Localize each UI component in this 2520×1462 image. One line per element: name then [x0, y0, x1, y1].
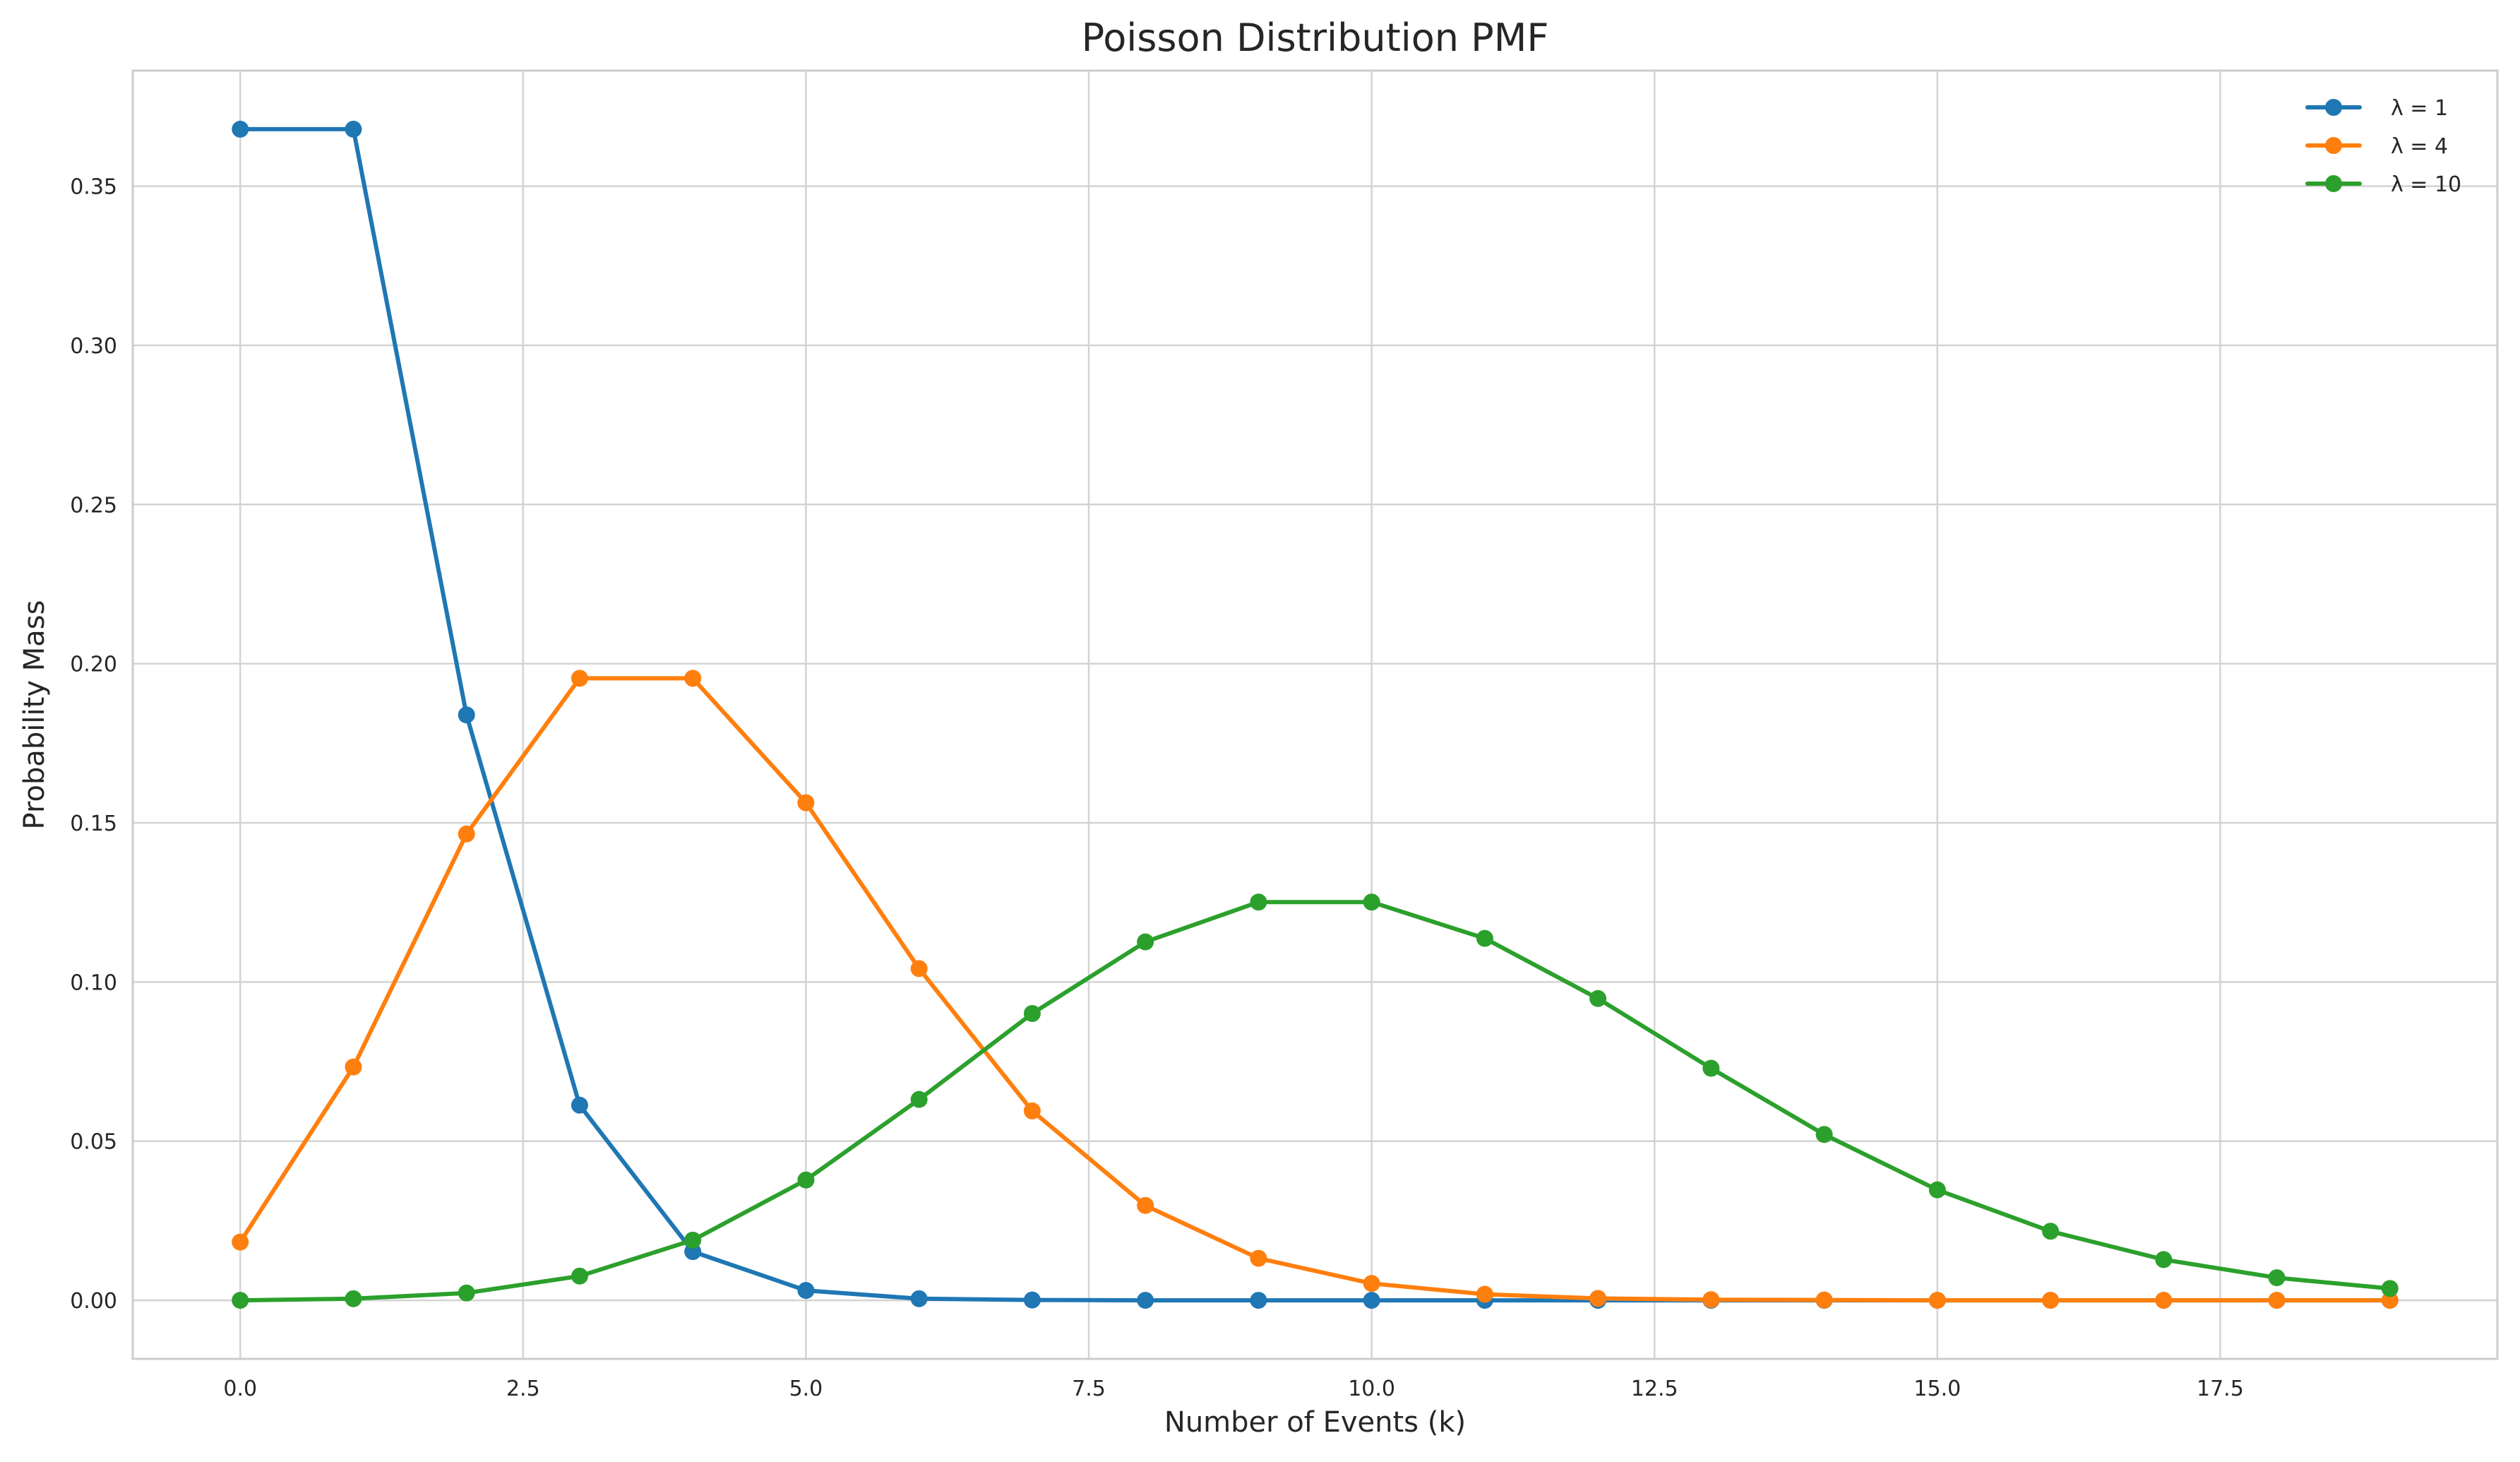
y-axis-label: Probability Mass	[18, 600, 51, 830]
data-point	[2155, 1292, 2173, 1309]
data-point	[345, 1290, 362, 1307]
x-tick-label: 15.0	[1913, 1377, 1961, 1401]
x-axis-label: Number of Events (k)	[1164, 1406, 1466, 1439]
plot-area-frame	[131, 69, 2499, 1360]
legend-item: λ = 4	[2305, 134, 2448, 159]
data-point	[345, 1058, 362, 1076]
data-point	[232, 1233, 249, 1251]
x-axis-ticks: 0.0 2.5 5.0 7.5 10.0 12.5 15.0 17.5	[223, 1377, 2243, 1401]
y-tick-label: 0.00	[70, 1289, 117, 1314]
data-point	[1023, 1291, 1041, 1309]
data-point	[2155, 1251, 2173, 1268]
data-point	[571, 670, 588, 687]
x-tick-label: 2.5	[506, 1377, 540, 1401]
legend-label: λ = 4	[2391, 134, 2448, 159]
data-point	[1476, 1285, 1493, 1303]
data-point	[232, 120, 249, 138]
y-tick-label: 0.30	[70, 334, 117, 359]
series-group	[232, 893, 2399, 1309]
data-point	[797, 1282, 815, 1300]
data-point	[458, 706, 475, 724]
x-tick-label: 12.5	[1631, 1377, 1678, 1401]
data-point	[1702, 1291, 1720, 1309]
data-point	[1589, 989, 1607, 1007]
data-point	[910, 1290, 928, 1307]
data-point	[1250, 1249, 1267, 1267]
x-tick-label: 10.0	[1348, 1377, 1395, 1401]
data-point	[1023, 1102, 1041, 1119]
data-point	[2381, 1280, 2399, 1297]
x-tick-label: 0.0	[223, 1377, 257, 1401]
y-tick-label: 0.35	[70, 175, 117, 200]
series-line	[238, 676, 2392, 1303]
y-axis-ticks: 0.00 0.05 0.10 0.15 0.20 0.25 0.30 0.35	[70, 175, 117, 1314]
y-tick-label: 0.10	[70, 970, 117, 995]
x-tick-label: 17.5	[2197, 1377, 2244, 1401]
data-point	[1815, 1291, 1833, 1309]
data-point	[797, 1171, 815, 1189]
legend-marker-swatch	[2325, 99, 2342, 116]
data-point	[2381, 1292, 2399, 1309]
data-point	[1137, 933, 1154, 951]
data-point	[1250, 893, 1267, 911]
data-point	[2042, 1223, 2060, 1240]
data-point	[1702, 1059, 1720, 1077]
data-point	[2268, 1292, 2286, 1309]
data-point	[684, 670, 702, 687]
grid	[133, 71, 2497, 1359]
data-point	[1589, 1290, 1607, 1307]
x-tick-label: 5.0	[789, 1377, 823, 1401]
data-point	[684, 1231, 702, 1249]
data-point	[2042, 1292, 2060, 1309]
legend-label: λ = 1	[2391, 96, 2448, 121]
data-point	[571, 1096, 588, 1114]
chart-title: Poisson Distribution PMF	[1082, 16, 1549, 60]
y-tick-label: 0.15	[70, 812, 117, 836]
data-point	[1250, 1292, 1267, 1309]
series-lines	[232, 120, 2399, 1309]
legend-label: λ = 10	[2391, 172, 2461, 197]
data-point	[1023, 1004, 1041, 1022]
data-point	[1363, 1275, 1380, 1292]
data-point	[1363, 1292, 1380, 1309]
data-point	[1363, 893, 1380, 911]
data-point	[1137, 1196, 1154, 1214]
legend-marker-swatch	[2325, 137, 2342, 154]
data-point	[458, 825, 475, 843]
data-point	[345, 120, 362, 138]
data-point	[571, 1267, 588, 1285]
legend-item: λ = 1	[2305, 96, 2448, 121]
legend-marker-swatch	[2325, 175, 2342, 192]
series-group	[232, 670, 2399, 1309]
data-point	[1928, 1292, 1946, 1309]
data-point	[1476, 929, 1493, 947]
y-tick-label: 0.20	[70, 653, 117, 677]
x-tick-label: 7.5	[1072, 1377, 1106, 1401]
data-point	[232, 1292, 249, 1309]
series-line	[238, 900, 2392, 1303]
data-point	[458, 1284, 475, 1302]
data-point	[1815, 1126, 1833, 1143]
y-tick-label: 0.25	[70, 493, 117, 518]
legend-item: λ = 10	[2305, 172, 2461, 197]
data-point	[1928, 1181, 1946, 1199]
y-tick-label: 0.05	[70, 1130, 117, 1155]
data-point	[910, 1090, 928, 1108]
data-point	[1137, 1292, 1154, 1309]
data-point	[797, 794, 815, 812]
legend: λ = 1 λ = 4 λ = 10	[2305, 96, 2461, 197]
data-point	[2268, 1269, 2286, 1287]
data-point	[910, 960, 928, 977]
